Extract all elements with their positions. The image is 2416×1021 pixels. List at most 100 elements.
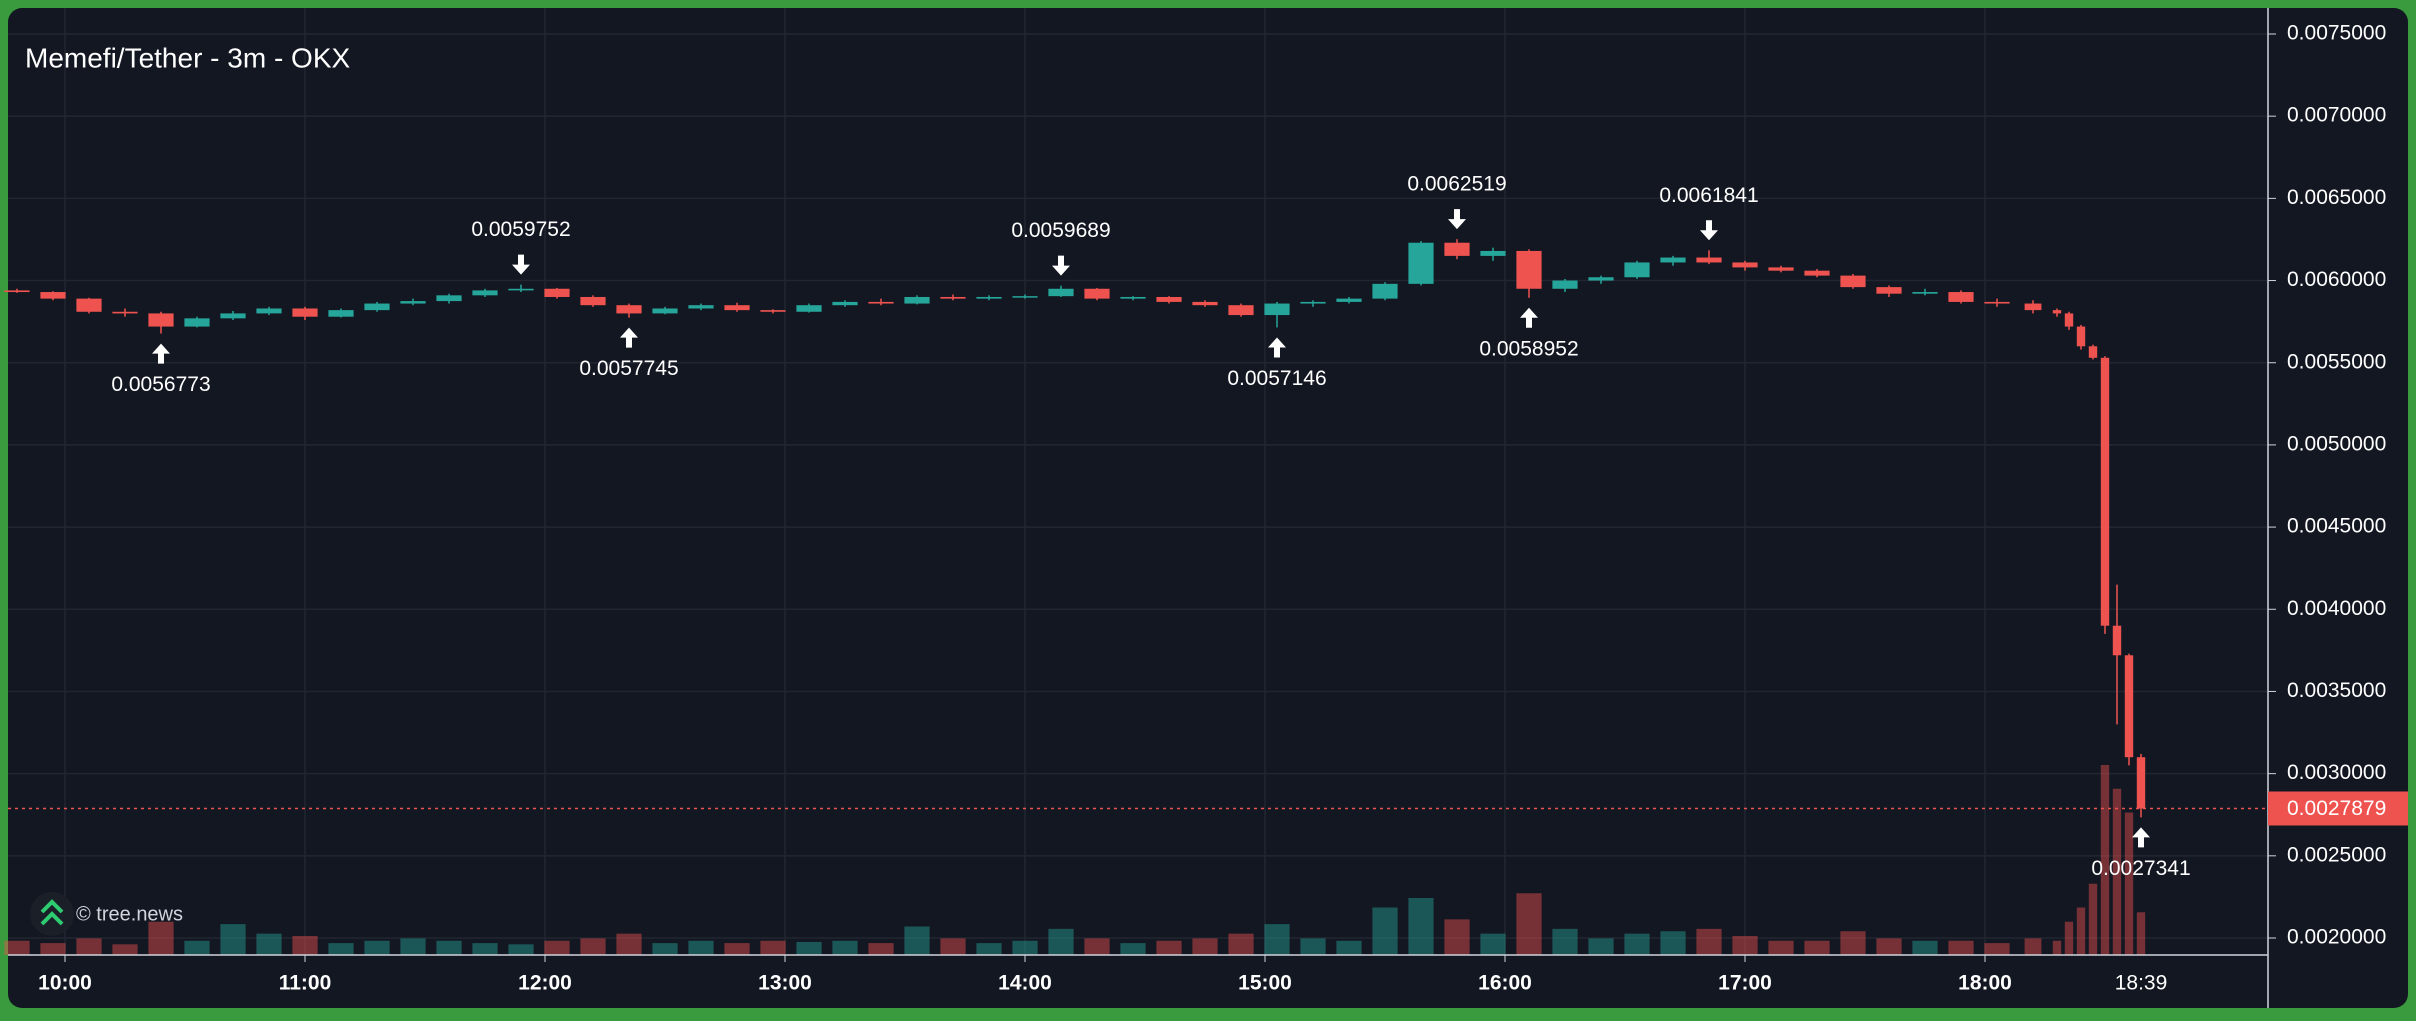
candle-body <box>1696 257 1722 263</box>
volume-bar <box>616 933 642 955</box>
candle-body <box>1624 262 1650 278</box>
y-tick-label: 0.0060000 <box>2287 268 2386 291</box>
candle-body <box>1912 292 1938 294</box>
y-tick-label: 0.0020000 <box>2287 926 2386 949</box>
volume-bar <box>1120 943 1146 955</box>
y-tick-label: 0.0030000 <box>2287 761 2386 784</box>
candle-body <box>1840 275 1866 288</box>
volume-bar <box>2064 921 2074 955</box>
candle-body <box>2064 313 2074 327</box>
candle-body <box>688 305 714 309</box>
high-marker <box>1700 220 1718 241</box>
candle-body <box>1732 262 1758 268</box>
candle-body <box>1264 303 1290 316</box>
candle-body <box>436 295 462 302</box>
volume-bar <box>724 943 750 955</box>
candle-body <box>1516 250 1542 289</box>
candle-body <box>400 301 426 304</box>
x-tick-label: 18:00 <box>1958 972 2012 995</box>
volume-bar <box>868 943 894 955</box>
low-marker <box>1520 307 1538 328</box>
volume-bar <box>580 938 606 955</box>
low-label: 0.0027341 <box>2091 857 2190 880</box>
candle-body <box>1660 257 1686 263</box>
volume-bar <box>2052 940 2062 955</box>
volume-bar <box>148 921 174 955</box>
volume-bar <box>2124 812 2134 955</box>
volume-bar <box>976 943 1002 955</box>
candle-body <box>2076 326 2086 347</box>
volume-bar <box>1876 938 1902 955</box>
volume-bar <box>2076 907 2086 955</box>
y-tick-label: 0.0055000 <box>2287 350 2386 373</box>
candle-body <box>328 310 354 317</box>
volume-bar <box>1588 938 1614 955</box>
candle-body <box>4 290 30 293</box>
candle-body <box>1156 296 1182 302</box>
volume-bar <box>400 938 426 955</box>
volume-bar <box>2024 938 2042 955</box>
grid <box>8 8 2268 955</box>
candle-body <box>1768 267 1794 271</box>
volume-bar <box>652 943 678 955</box>
candle-body <box>1588 277 1614 281</box>
y-tick-label: 0.0035000 <box>2287 679 2386 702</box>
candle-body <box>652 308 678 314</box>
volume-bar <box>1732 936 1758 955</box>
volume-layer <box>4 765 2146 955</box>
volume-bar <box>1912 940 1938 955</box>
volume-bar <box>1336 940 1362 955</box>
candle-body <box>1408 242 1434 284</box>
x-tick-label: 16:00 <box>1478 972 1532 995</box>
candle-body <box>1300 301 1326 304</box>
volume-bar <box>1372 907 1398 955</box>
volume-bar <box>940 938 966 955</box>
candle-body <box>760 310 786 312</box>
candle-body <box>2136 757 2146 809</box>
volume-bar <box>1804 940 1830 955</box>
volume-bar <box>220 924 246 955</box>
volume-bar <box>832 940 858 955</box>
candle-body <box>1444 242 1470 256</box>
candle-body <box>1120 296 1146 299</box>
candle-body <box>2024 303 2042 311</box>
volume-bar <box>256 933 282 955</box>
volume-bar <box>1444 919 1470 955</box>
high-marker <box>1052 255 1070 276</box>
candle-body <box>832 301 858 306</box>
candle-body <box>184 318 210 327</box>
volume-bar <box>1192 938 1218 955</box>
high-marker <box>1448 209 1466 230</box>
volume-bar <box>292 936 318 955</box>
candle-layer <box>4 239 2146 818</box>
candle-body <box>796 305 822 312</box>
y-tick-label: 0.0040000 <box>2287 597 2386 620</box>
volume-bar <box>1012 940 1038 955</box>
candle-body <box>2124 655 2134 758</box>
candle-body <box>724 305 750 311</box>
volume-bar <box>472 943 498 955</box>
low-marker <box>2132 827 2150 848</box>
candle-body <box>1084 288 1110 299</box>
volume-bar <box>1660 931 1686 955</box>
volume-bar <box>112 944 138 955</box>
last-price-label: 0.0027879 <box>2287 797 2386 820</box>
volume-bar <box>4 940 30 955</box>
y-tick-label: 0.0050000 <box>2287 432 2386 455</box>
volume-bar <box>1624 933 1650 955</box>
volume-bar <box>1300 938 1326 955</box>
candle-body <box>112 311 138 314</box>
low-label: 0.0056773 <box>111 373 210 396</box>
candle-body <box>616 305 642 314</box>
volume-bar <box>688 940 714 955</box>
candle-body <box>1804 270 1830 276</box>
low-marker <box>152 343 170 364</box>
chart-title: Memefi/Tether - 3m - OKX <box>25 42 351 73</box>
volume-bar <box>1264 924 1290 955</box>
candle-body <box>256 308 282 314</box>
candle-body <box>868 301 894 304</box>
candle-body <box>1012 296 1038 298</box>
candle-body <box>472 290 498 296</box>
volume-bar <box>1840 931 1866 955</box>
